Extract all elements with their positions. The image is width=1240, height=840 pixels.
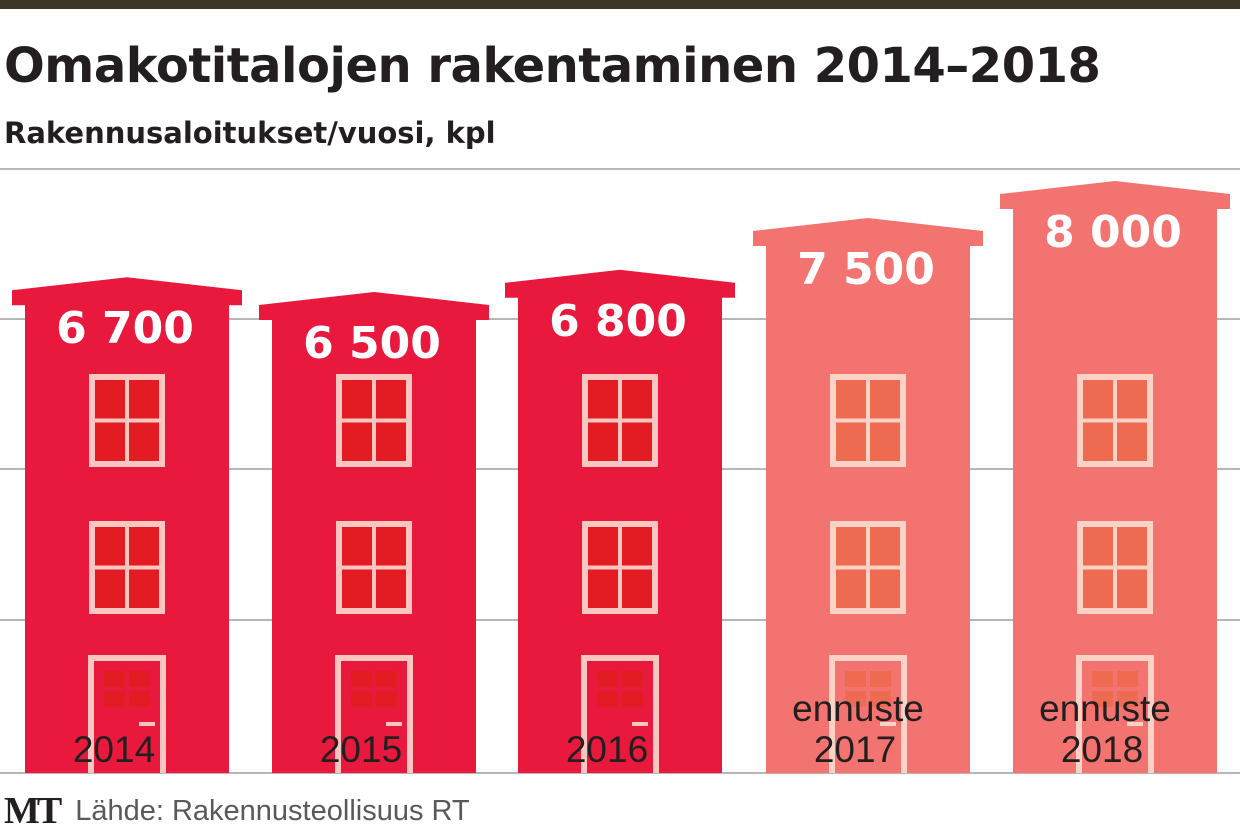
category-label-2016: 2016: [566, 729, 648, 770]
window-pane: [376, 380, 406, 419]
window-pane: [1117, 422, 1147, 461]
value-label-2016: 6 800: [549, 296, 687, 347]
window-pane: [1117, 380, 1147, 419]
door-window-pane: [351, 671, 372, 687]
door-window-pane: [845, 671, 866, 687]
window-pane: [836, 569, 866, 608]
category-label-2014: 2014: [73, 729, 155, 770]
door-window-pane: [1117, 671, 1138, 687]
window-pane: [622, 569, 652, 608]
category-label-2017: 2017: [814, 729, 896, 770]
window-pane: [1083, 569, 1113, 608]
category-label-2018: 2018: [1061, 729, 1143, 770]
door-window-pane: [1092, 691, 1113, 707]
window-pane: [870, 380, 900, 419]
door-window-pane: [104, 691, 125, 707]
window-pane: [129, 569, 159, 608]
window-pane: [376, 422, 406, 461]
value-label-2015: 6 500: [303, 318, 441, 369]
window-pane: [588, 380, 618, 419]
value-label-2018: 8 000: [1044, 207, 1182, 258]
door-window-pane: [597, 671, 618, 687]
door-handle: [880, 722, 896, 726]
chart-subtitle: Rakennusaloitukset/vuosi, kpl: [4, 116, 496, 150]
window-pane: [870, 569, 900, 608]
window-pane: [342, 527, 372, 566]
bar-roof: [753, 218, 983, 246]
window-pane: [1117, 527, 1147, 566]
window-pane: [588, 527, 618, 566]
door-window-pane: [376, 691, 397, 707]
window-pane: [95, 422, 125, 461]
window-pane: [836, 380, 866, 419]
door-window-pane: [1117, 691, 1138, 707]
door-window-pane: [622, 691, 643, 707]
window-pane: [1083, 422, 1113, 461]
door-window-pane: [351, 691, 372, 707]
forecast-label-2017: ennuste: [792, 688, 924, 729]
category-label-2015: 2015: [320, 729, 402, 770]
bar-roof: [505, 269, 735, 298]
door-window-pane: [597, 691, 618, 707]
house-bar-2016: 6 800 2016: [505, 269, 735, 773]
forecast-label-2018: ennuste: [1039, 688, 1171, 729]
door-window-pane: [845, 691, 866, 707]
door-window-pane: [104, 671, 125, 687]
window-pane: [95, 380, 125, 419]
source-text: Lähde: Rakennusteollisuus RT: [75, 794, 470, 827]
window-pane: [1083, 380, 1113, 419]
window-pane: [376, 527, 406, 566]
door-window-pane: [129, 691, 150, 707]
house-bar-2015: 6 500 2015: [259, 292, 489, 773]
door-window-pane: [1092, 671, 1113, 687]
window-pane: [129, 527, 159, 566]
window-pane: [622, 422, 652, 461]
window-pane: [1083, 527, 1113, 566]
bar-roof: [259, 292, 489, 320]
door-handle: [1127, 722, 1143, 726]
window-pane: [836, 422, 866, 461]
value-label-2014: 6 700: [56, 303, 194, 354]
window-pane: [622, 527, 652, 566]
value-label-2017: 7 500: [797, 244, 935, 295]
window-pane: [870, 527, 900, 566]
door-handle: [139, 722, 155, 726]
window-pane: [588, 569, 618, 608]
door-handle: [632, 722, 648, 726]
window-pane: [1117, 569, 1147, 608]
source-footer: MT Lähde: Rakennusteollisuus RT: [4, 786, 470, 836]
window-pane: [342, 422, 372, 461]
top-accent-bar: [0, 0, 1240, 9]
window-pane: [376, 569, 406, 608]
house-bar-2014: 6 700 2014: [12, 277, 242, 773]
window-pane: [342, 380, 372, 419]
door-window-pane: [870, 671, 891, 687]
window-pane: [870, 422, 900, 461]
window-pane: [342, 569, 372, 608]
window-pane: [129, 380, 159, 419]
door-handle: [386, 722, 402, 726]
window-pane: [622, 380, 652, 419]
door-window-pane: [622, 671, 643, 687]
mt-logo: MT: [4, 790, 62, 832]
window-pane: [836, 527, 866, 566]
door-window-pane: [376, 671, 397, 687]
window-pane: [95, 527, 125, 566]
bar-roof: [1000, 181, 1230, 209]
window-pane: [129, 422, 159, 461]
window-pane: [95, 569, 125, 608]
window-pane: [588, 422, 618, 461]
door-window-pane: [129, 671, 150, 687]
bar-roof: [12, 277, 242, 306]
door-window-pane: [870, 691, 891, 707]
chart-title: Omakotitalojen rakentaminen 2014–2018: [4, 38, 1101, 94]
